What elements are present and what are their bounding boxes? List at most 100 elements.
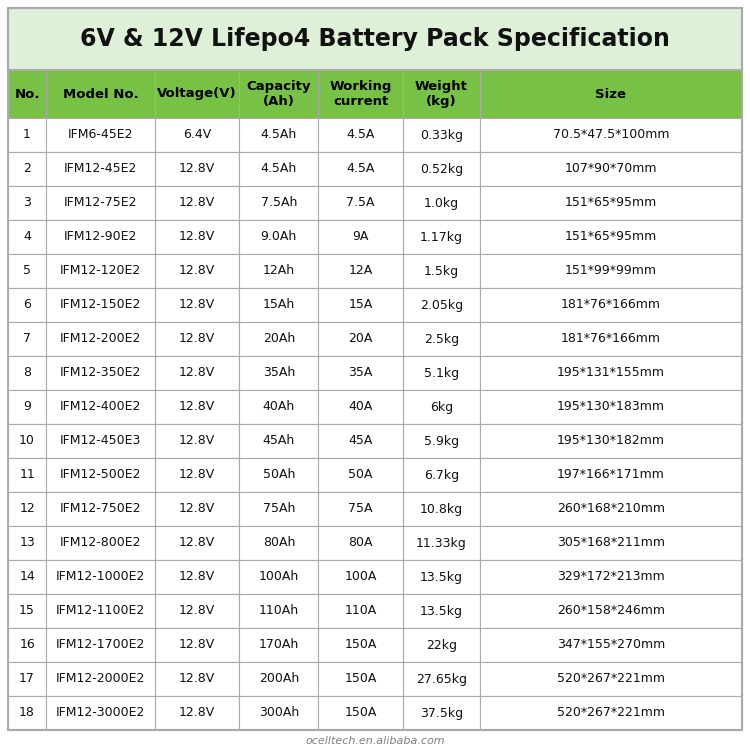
Bar (403, 492, 480, 526)
Text: 12.8V: 12.8V (179, 536, 215, 550)
Text: IFM12-500E2: IFM12-500E2 (60, 469, 141, 482)
Text: IFM12-3000E2: IFM12-3000E2 (56, 706, 146, 719)
Bar (480, 526, 742, 560)
Text: 100Ah: 100Ah (259, 571, 299, 584)
Bar (480, 152, 742, 186)
Bar (239, 186, 319, 220)
Text: 1: 1 (23, 128, 31, 142)
Text: 14: 14 (20, 571, 35, 584)
Bar (239, 424, 319, 458)
Text: 12: 12 (20, 503, 35, 515)
Bar (8, 560, 46, 594)
Text: 329*172*213mm: 329*172*213mm (557, 571, 664, 584)
Text: 12.8V: 12.8V (179, 196, 215, 209)
Bar (154, 288, 239, 322)
Text: 12A: 12A (349, 265, 373, 278)
Text: 10.8kg: 10.8kg (420, 503, 463, 515)
Bar (239, 696, 319, 730)
Text: 107*90*70mm: 107*90*70mm (565, 163, 657, 176)
Bar (154, 560, 239, 594)
Text: 75A: 75A (349, 503, 373, 515)
Bar (8, 390, 46, 424)
Text: 195*130*183mm: 195*130*183mm (557, 400, 665, 413)
Bar (403, 662, 480, 696)
Bar (239, 458, 319, 492)
Bar (403, 254, 480, 288)
Bar (319, 186, 403, 220)
Text: 520*267*221mm: 520*267*221mm (557, 706, 665, 719)
Bar (8, 628, 46, 662)
Text: 110Ah: 110Ah (259, 604, 299, 617)
Bar (480, 492, 742, 526)
Text: 520*267*221mm: 520*267*221mm (557, 673, 665, 686)
Text: 12.8V: 12.8V (179, 673, 215, 686)
Bar (154, 390, 239, 424)
Text: 347*155*270mm: 347*155*270mm (556, 638, 665, 652)
Text: 12.8V: 12.8V (179, 469, 215, 482)
Text: 4.5Ah: 4.5Ah (261, 128, 297, 142)
Bar (154, 628, 239, 662)
Text: 12.8V: 12.8V (179, 298, 215, 311)
Bar (46, 526, 154, 560)
Text: 12.8V: 12.8V (179, 230, 215, 244)
Text: 4.5A: 4.5A (346, 128, 375, 142)
Bar (480, 696, 742, 730)
Bar (480, 70, 742, 118)
Text: 2.5kg: 2.5kg (424, 332, 459, 346)
Bar (46, 390, 154, 424)
Text: 9A: 9A (352, 230, 369, 244)
Text: 151*99*99mm: 151*99*99mm (565, 265, 657, 278)
Text: 2: 2 (23, 163, 31, 176)
Text: 150A: 150A (344, 638, 376, 652)
Text: 12Ah: 12Ah (262, 265, 295, 278)
Bar (480, 186, 742, 220)
Bar (8, 220, 46, 254)
Bar (403, 628, 480, 662)
Text: 12.8V: 12.8V (179, 163, 215, 176)
Bar (239, 628, 319, 662)
Text: 195*130*182mm: 195*130*182mm (557, 434, 665, 448)
Bar (8, 594, 46, 628)
Bar (319, 628, 403, 662)
Text: IFM12-75E2: IFM12-75E2 (64, 196, 137, 209)
Bar (319, 424, 403, 458)
Bar (319, 322, 403, 356)
Bar (8, 492, 46, 526)
Bar (154, 594, 239, 628)
Text: 150A: 150A (344, 673, 376, 686)
Text: 13.5kg: 13.5kg (420, 571, 463, 584)
Bar (154, 526, 239, 560)
Text: 5: 5 (23, 265, 31, 278)
Text: 18: 18 (20, 706, 35, 719)
Bar (154, 458, 239, 492)
Text: 2.05kg: 2.05kg (420, 298, 463, 311)
Bar (403, 288, 480, 322)
Text: 12.8V: 12.8V (179, 434, 215, 448)
Bar (480, 288, 742, 322)
Bar (8, 288, 46, 322)
Bar (319, 70, 403, 118)
Text: ocelltech.en.alibaba.com: ocelltech.en.alibaba.com (305, 736, 445, 746)
Bar (46, 322, 154, 356)
Bar (46, 492, 154, 526)
Bar (154, 492, 239, 526)
Text: IFM12-400E2: IFM12-400E2 (60, 400, 141, 413)
Text: 181*76*166mm: 181*76*166mm (561, 298, 661, 311)
Bar (403, 220, 480, 254)
Bar (46, 186, 154, 220)
Bar (403, 458, 480, 492)
Bar (319, 696, 403, 730)
Bar (8, 186, 46, 220)
Text: 12.8V: 12.8V (179, 706, 215, 719)
Text: IFM12-350E2: IFM12-350E2 (60, 367, 141, 380)
Text: 5.9kg: 5.9kg (424, 434, 459, 448)
Text: 4.5Ah: 4.5Ah (261, 163, 297, 176)
Bar (239, 662, 319, 696)
Text: 0.52kg: 0.52kg (420, 163, 463, 176)
Text: IFM12-800E2: IFM12-800E2 (60, 536, 141, 550)
Text: 50A: 50A (349, 469, 373, 482)
Bar (154, 322, 239, 356)
Text: 195*131*155mm: 195*131*155mm (557, 367, 665, 380)
Bar (319, 220, 403, 254)
Text: 12.8V: 12.8V (179, 571, 215, 584)
